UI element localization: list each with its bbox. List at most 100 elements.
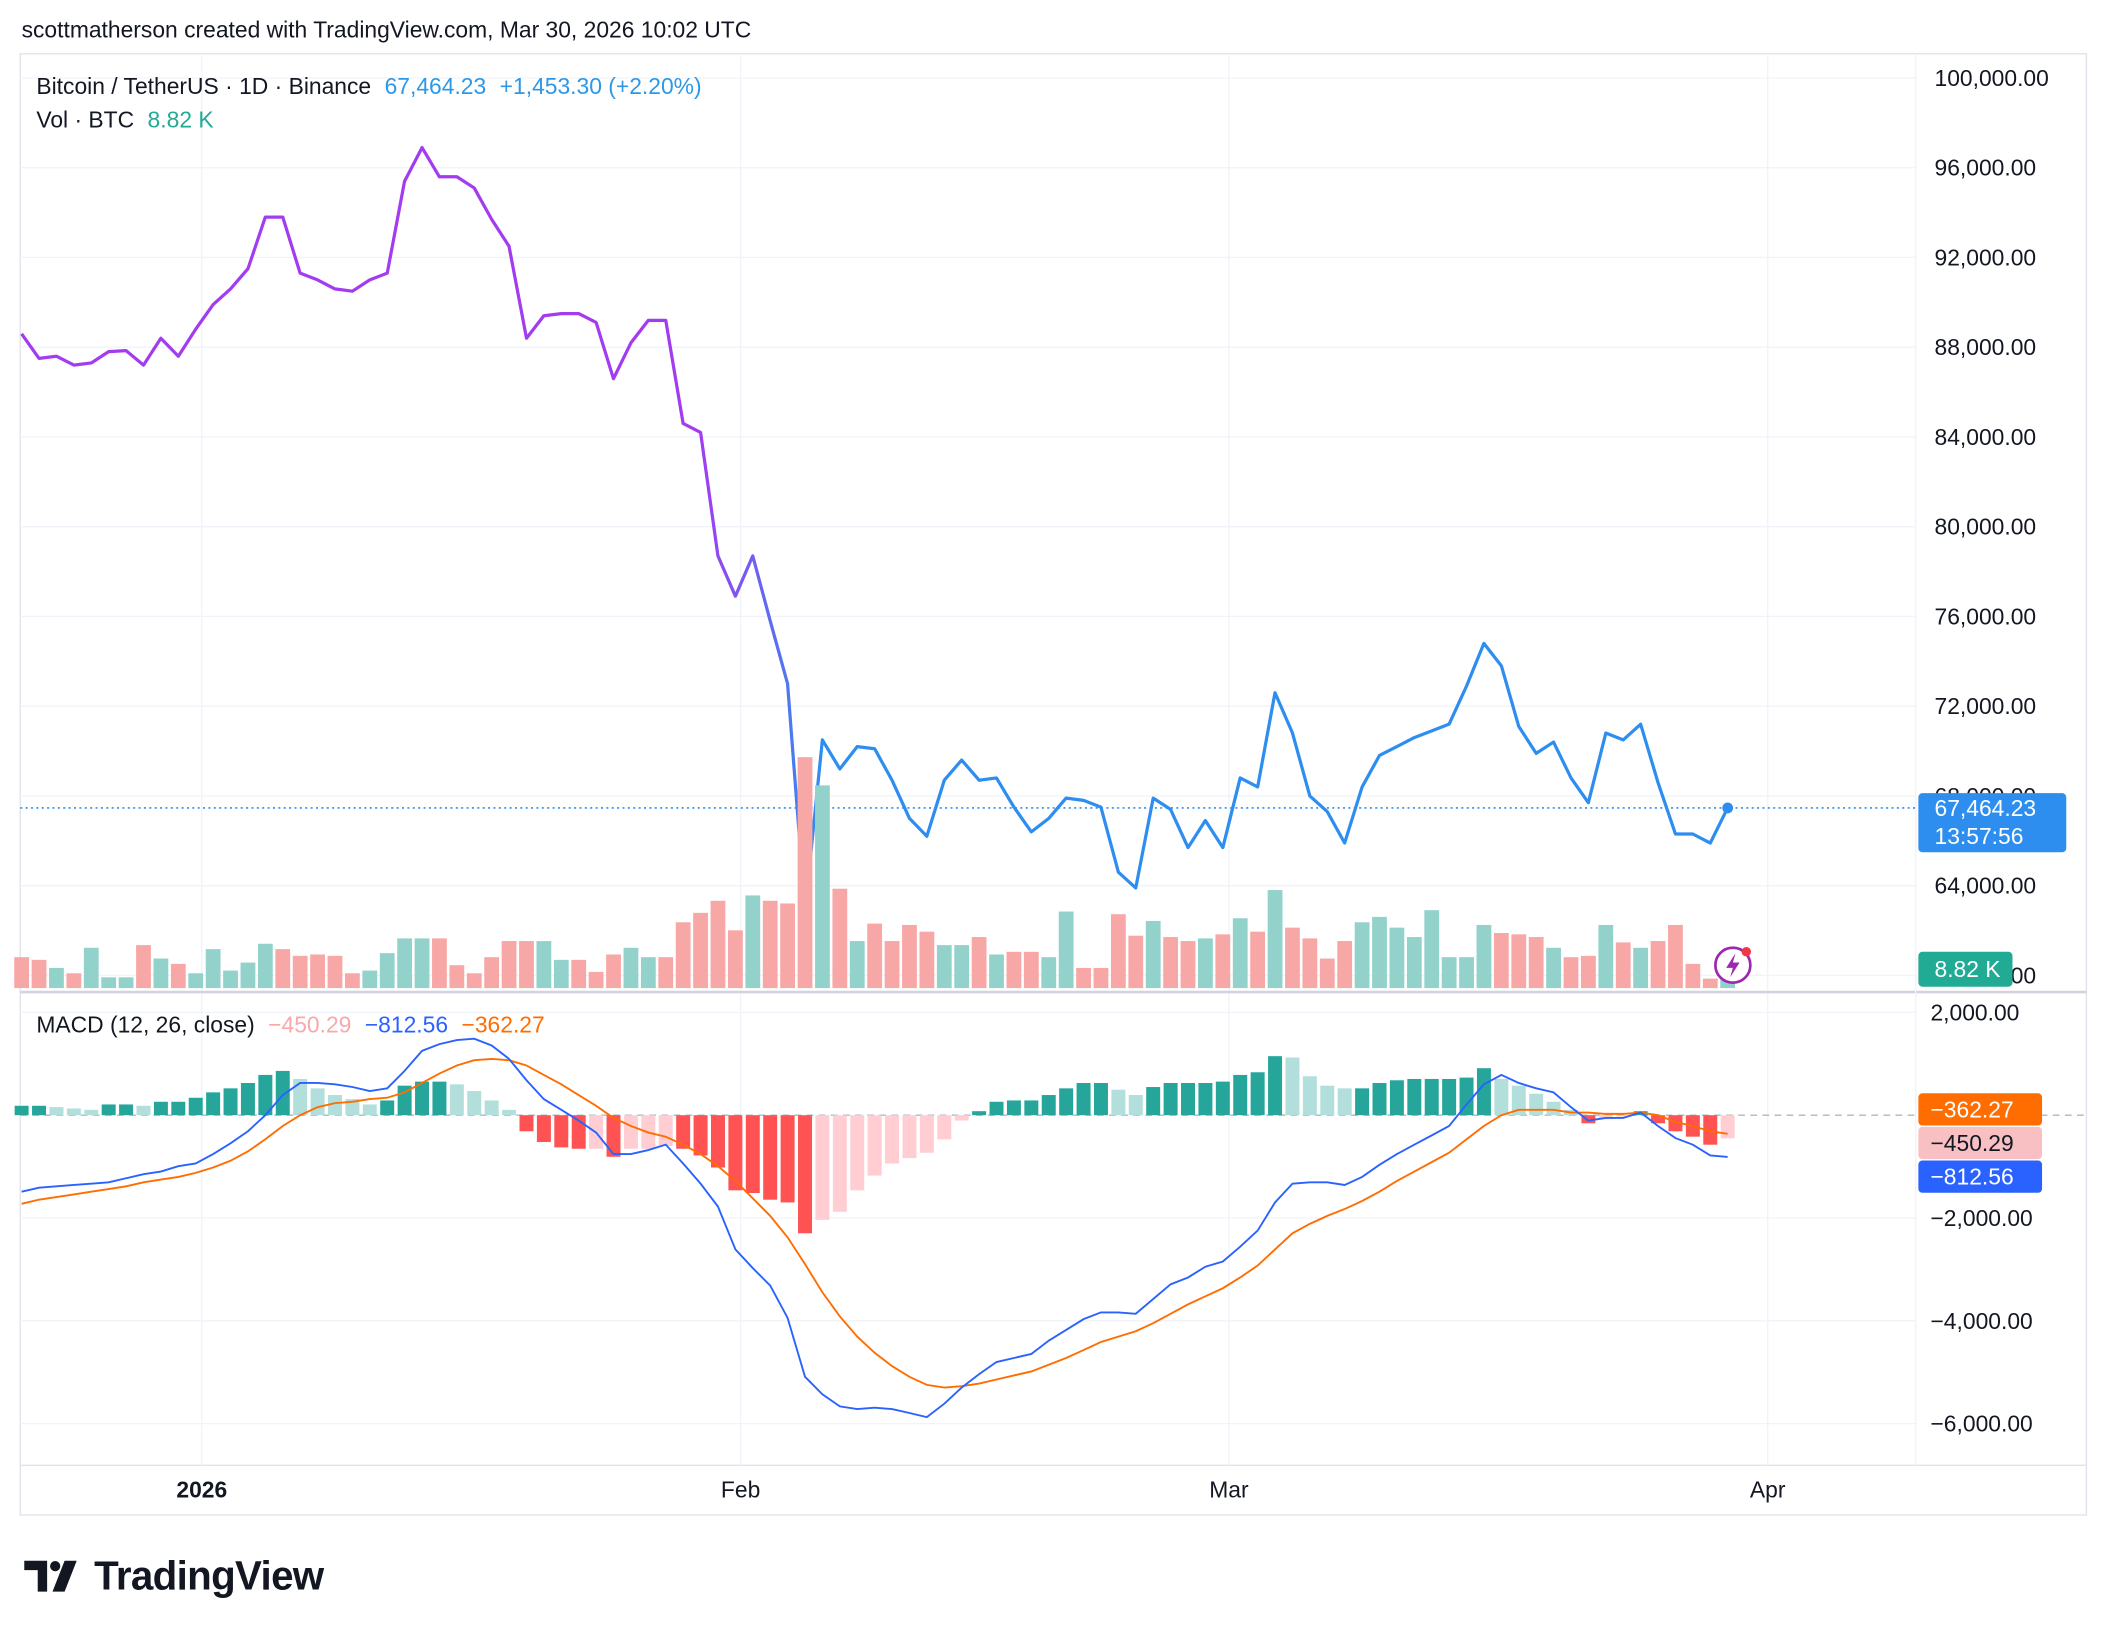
volume-tag bbox=[1918, 951, 2013, 987]
volume-bar bbox=[484, 957, 500, 989]
histogram-bar bbox=[1059, 1088, 1074, 1116]
volume-bar bbox=[101, 977, 117, 989]
histogram-bar bbox=[1720, 1115, 1735, 1139]
volume-bar bbox=[588, 971, 604, 989]
macd-tick-label: 2,000.00 bbox=[1930, 999, 2019, 1025]
histogram-bar bbox=[310, 1088, 325, 1116]
histogram-bar bbox=[223, 1088, 238, 1116]
macd-line bbox=[21, 1037, 1728, 1419]
volume-bar bbox=[1459, 957, 1474, 989]
volume-bar bbox=[519, 941, 534, 989]
volume-bar bbox=[832, 888, 848, 989]
volume-bar bbox=[989, 954, 1004, 989]
volume-bar bbox=[1145, 920, 1161, 989]
volume-bar bbox=[536, 941, 552, 989]
histogram-bar bbox=[1424, 1078, 1439, 1116]
volume-bar bbox=[1633, 947, 1649, 989]
volume-bar bbox=[1232, 918, 1248, 989]
logo: TradingView bbox=[24, 1553, 325, 1599]
volume-bar bbox=[553, 959, 569, 989]
histogram-bar bbox=[1285, 1057, 1300, 1116]
histogram-bar bbox=[1215, 1081, 1230, 1116]
volume-bar bbox=[49, 967, 64, 989]
histogram-bar bbox=[623, 1115, 638, 1149]
last-price-dot bbox=[1722, 802, 1734, 814]
price-tick-label: 84,000.00 bbox=[1935, 424, 2037, 450]
histogram-bar bbox=[380, 1100, 395, 1116]
histogram-bar bbox=[1703, 1115, 1718, 1145]
histogram-bar bbox=[1372, 1083, 1387, 1116]
chart-frame bbox=[19, 53, 2088, 1516]
volume-bar bbox=[849, 941, 865, 989]
histogram-bar bbox=[14, 1105, 29, 1116]
volume-bar bbox=[1668, 924, 1683, 989]
volume-bar bbox=[623, 947, 639, 989]
histogram-bar bbox=[345, 1099, 360, 1116]
histogram-bar bbox=[937, 1115, 952, 1140]
histogram-bar bbox=[676, 1115, 691, 1149]
histogram-bar bbox=[188, 1097, 203, 1116]
volume-bar bbox=[1372, 916, 1387, 989]
histogram-bar bbox=[850, 1115, 865, 1191]
volume-bar bbox=[815, 785, 830, 989]
volume-bar bbox=[1424, 910, 1440, 989]
volume-bar bbox=[1476, 924, 1492, 989]
volume-bar bbox=[1267, 890, 1283, 989]
logo-mark bbox=[50, 1560, 61, 1572]
volume-bar bbox=[867, 923, 883, 989]
histogram-bar bbox=[1024, 1100, 1039, 1116]
volume-bar bbox=[223, 970, 238, 989]
histogram-bar bbox=[1651, 1115, 1666, 1124]
volume-bar bbox=[936, 945, 952, 989]
volume-bar bbox=[1128, 935, 1144, 989]
histogram-bar bbox=[1268, 1056, 1283, 1116]
volume-bar bbox=[1528, 937, 1544, 989]
histogram-bar bbox=[171, 1101, 186, 1116]
volume-bar bbox=[1023, 951, 1039, 989]
signal-last: −362.27 bbox=[461, 1011, 544, 1037]
histogram-bar bbox=[780, 1115, 795, 1203]
price-tick-label: 92,000.00 bbox=[1935, 244, 2037, 270]
histogram-bar bbox=[275, 1070, 290, 1116]
volume-last: 8.82 K bbox=[148, 107, 214, 133]
volume-bar bbox=[640, 957, 656, 989]
histogram-bar bbox=[1128, 1095, 1143, 1116]
volume-bar bbox=[1076, 967, 1091, 989]
histogram-bar bbox=[1389, 1080, 1404, 1116]
histogram-bar bbox=[467, 1091, 482, 1116]
histogram-bar bbox=[84, 1109, 99, 1116]
macd-title: MACD (12, 26, close) bbox=[36, 1011, 254, 1037]
volume-bar bbox=[780, 903, 796, 989]
histogram-bar bbox=[362, 1104, 377, 1116]
histogram-bar bbox=[502, 1109, 517, 1116]
volume-bar bbox=[31, 959, 47, 989]
histogram-bar bbox=[1146, 1087, 1161, 1116]
histogram-bar bbox=[1093, 1083, 1108, 1116]
volume-bar bbox=[1389, 927, 1405, 989]
volume-bar bbox=[571, 959, 587, 989]
histogram-bar bbox=[1041, 1095, 1056, 1116]
logo-mark bbox=[24, 1560, 48, 1592]
histogram-bar bbox=[832, 1115, 847, 1212]
volume-bar bbox=[345, 973, 360, 989]
histogram-bar bbox=[815, 1115, 830, 1220]
volume-bar bbox=[275, 949, 291, 989]
volume-bar bbox=[257, 943, 273, 989]
volume-bar bbox=[153, 958, 169, 989]
histogram-bar bbox=[1494, 1078, 1509, 1116]
volume-bar bbox=[83, 947, 99, 989]
histogram-bar bbox=[484, 1100, 499, 1116]
histogram-bar bbox=[32, 1105, 47, 1116]
macd-legend: MACD (12, 26, close) −450.29 −812.56 −362.2… bbox=[36, 1011, 544, 1037]
histogram-bar bbox=[432, 1081, 447, 1116]
histogram-bar bbox=[153, 1101, 168, 1116]
macd-tag-label: −812.56 bbox=[1930, 1164, 2013, 1190]
volume-bar bbox=[1319, 958, 1335, 989]
histogram-bar bbox=[415, 1081, 430, 1116]
volume-bar bbox=[14, 957, 30, 989]
histogram-bar bbox=[1163, 1083, 1178, 1116]
volume-bar bbox=[1598, 924, 1614, 989]
price-tag-label: 67,464.23 bbox=[1935, 795, 2037, 821]
histogram-bar bbox=[49, 1107, 64, 1116]
